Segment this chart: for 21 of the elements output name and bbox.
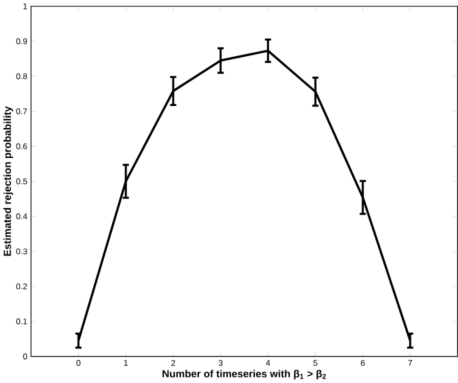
x-tick-label: 2	[171, 360, 176, 366]
y-tick-label: 0.2	[16, 284, 27, 290]
x-tick-label: 5	[313, 360, 318, 366]
x-tick-label: 1	[124, 360, 128, 366]
y-tick-label: 0.1	[16, 318, 28, 324]
x-tick-label: 3	[218, 360, 223, 366]
y-tick-label: 1	[23, 3, 28, 10]
y-tick-label: 0.9	[16, 38, 28, 44]
x-tick-label: 6	[360, 360, 365, 366]
x-tick-label: 0	[76, 360, 80, 366]
y-tick-label: 0.4	[16, 214, 28, 220]
x-tick-label: 7	[408, 360, 412, 366]
x-axis-title: Number of timeseries with β$_{1}$ > β$_{2}$	[162, 370, 326, 380]
y-tick-label: 0	[23, 354, 28, 360]
y-tick-label: 0.6	[16, 143, 28, 150]
y-tick-label: 0.3	[16, 248, 28, 254]
y-tick-label: 0.5	[16, 178, 28, 184]
y-axis-title: Estimated rejection probability	[3, 106, 14, 256]
x-tick-label: 4	[266, 360, 270, 366]
y-tick-label: 0.8	[16, 73, 28, 80]
y-tick-label: 0.7	[16, 108, 27, 114]
